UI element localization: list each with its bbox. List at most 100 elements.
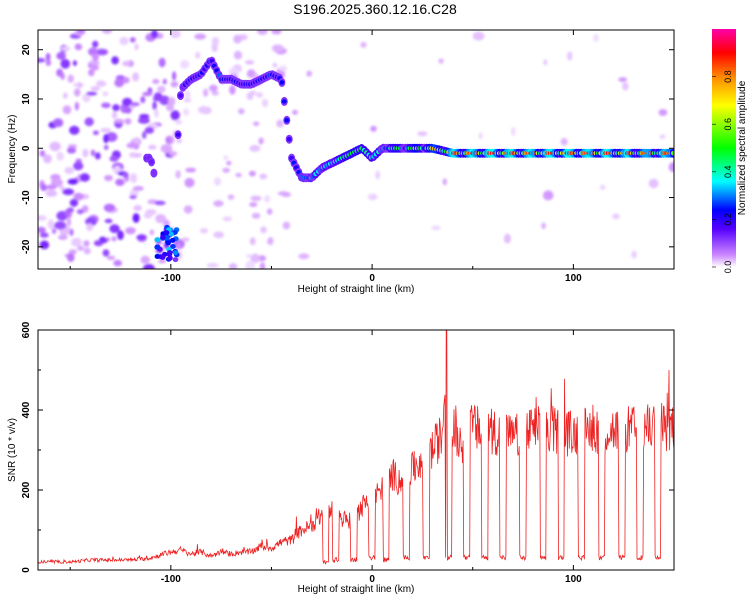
spectrogram-noise-cell: [92, 53, 99, 62]
spectrogram-noise-cell: [184, 90, 191, 100]
snr-ytick-label: 400: [21, 401, 32, 418]
spectrogram-noise-cell: [182, 108, 190, 116]
spectrogram-noise-cell: [50, 178, 63, 188]
spectrogram-noise-cell: [51, 228, 57, 235]
spectrogram-noise-cell: [195, 51, 201, 59]
spectrogram-ridge-cell: [169, 237, 176, 243]
spectrogram-noise-cell: [198, 106, 209, 114]
spectrogram-noise-cell: [64, 167, 75, 174]
spectrogram-xtick-label: 0: [369, 273, 375, 284]
spectrogram-noise-cell: [45, 184, 57, 190]
spectrogram-noise-cell: [222, 216, 233, 222]
spectrogram-noise-cell: [282, 221, 291, 230]
spectrogram-noise-cell: [73, 161, 84, 171]
spectrogram-ytick-label: -20: [21, 239, 32, 254]
spectrogram-noise-cell: [214, 177, 222, 186]
spectrogram-noise-cell: [478, 132, 483, 139]
spectrogram-noise-cell: [66, 207, 74, 213]
spectrogram-noise-cell: [245, 253, 252, 258]
spectrogram-noise-cell: [442, 178, 447, 186]
spectrogram-noise-cell: [111, 236, 117, 242]
spectrogram-noise-cell: [56, 151, 64, 161]
spectrogram-noise-cell: [45, 189, 58, 197]
spectrogram-ridge-cell: [281, 99, 287, 104]
spectrogram-ridge-cell: [160, 234, 166, 240]
spectrogram-noise-cell: [60, 59, 71, 69]
spectrogram-noise-cell: [276, 119, 284, 128]
spectrogram-noise-cell: [84, 117, 94, 127]
spectrogram-ridge-cell: [279, 80, 285, 85]
spectrogram-noise-cell: [101, 30, 113, 34]
spectrogram-noise-cell: [157, 85, 166, 93]
spectrogram-noise-cell: [103, 203, 116, 212]
spectrogram-noise-cell: [154, 108, 159, 118]
spectrogram-noise-cell: [238, 108, 245, 115]
colorbar-tick-label: 0.8: [723, 70, 733, 83]
spectrogram-noise-cell: [170, 30, 181, 39]
spectrogram-noise-cell: [211, 37, 219, 46]
spectrogram-noise-cell: [129, 152, 137, 158]
spectrogram-ytick-label: 0: [21, 145, 32, 151]
spectrogram-noise-cell: [92, 130, 99, 136]
spectrogram-noise-cell: [49, 141, 61, 152]
spectrogram-noise-cell: [112, 104, 120, 112]
spectrogram-noise-cell: [63, 92, 68, 99]
spectrogram-noise-cell: [375, 170, 381, 180]
spectrogram-noise-cell: [122, 60, 131, 67]
spectrogram-noise-cell: [95, 80, 107, 87]
spectrogram-noise-cell: [62, 188, 75, 196]
spectrogram-noise-cell: [66, 147, 77, 154]
spectrogram-ridge-cell: [172, 257, 179, 263]
spectrogram-noise-cell: [40, 184, 48, 192]
spectrogram-noise-cell: [612, 213, 620, 220]
spectrogram-noise-cell: [54, 221, 67, 230]
spectrogram-noise-cell: [129, 195, 137, 199]
spectrogram-noise-cell: [183, 98, 192, 103]
spectrogram-ridge-cell: [168, 231, 174, 237]
spectrogram-ridge-cell: [670, 151, 674, 156]
spectrogram-noise-cell: [264, 195, 271, 203]
spectrogram-cells: [38, 30, 674, 269]
spectrogram-noise-cell: [56, 51, 66, 60]
spectrogram-noise-cell: [73, 192, 84, 201]
spectrogram-noise-cell: [138, 117, 150, 124]
spectrogram-noise-cell: [86, 223, 93, 232]
spectrogram-noise-cell: [542, 190, 554, 201]
spectrogram-noise-cell: [134, 43, 139, 51]
spectrogram-noise-cell: [251, 212, 261, 219]
spectrogram-noise-cell: [199, 228, 209, 234]
spectrogram-noise-cell: [60, 72, 65, 80]
spectrogram-noise-cell: [73, 88, 81, 97]
spectrogram-noise-cell: [155, 214, 167, 224]
colorbar-label: Normalized spectral amplitude: [737, 80, 748, 215]
spectrogram-noise-cell: [69, 228, 74, 236]
snr-xtick-label: 0: [369, 574, 375, 585]
spectrogram-noise-cell: [69, 125, 80, 135]
snr-ytick-label: 200: [21, 481, 32, 498]
spectrogram-noise-cell: [45, 53, 51, 61]
spectrogram-noise-cell: [166, 136, 171, 144]
spectrogram-noise-cell: [279, 65, 288, 72]
spectrogram-noise-cell: [92, 40, 99, 48]
spectrogram-noise-cell: [103, 144, 109, 151]
spectrogram-noise-cell: [74, 101, 80, 111]
spectrogram-noise-cell: [142, 131, 147, 139]
spectrogram-noise-cell: [249, 237, 256, 246]
spectrogram-noise-cell: [67, 253, 75, 262]
spectrogram-ridge: [143, 56, 674, 263]
spectrogram-noise-cell: [96, 48, 108, 56]
spectrogram-noise-cell: [360, 41, 367, 48]
spectrogram-ridge-cell: [167, 255, 173, 261]
spectrogram-noise-cell: [223, 155, 229, 161]
spectrogram-noise-cell: [38, 215, 47, 221]
spectrogram-noise-cell: [112, 111, 118, 119]
spectrogram-ytick-label: 20: [21, 44, 32, 56]
spectrogram-noise-cell: [61, 46, 71, 51]
spectrogram-noise-cell: [106, 255, 116, 260]
snr-xlabel: Height of straight line (km): [298, 584, 415, 595]
spectrogram-noise-cell: [79, 173, 90, 182]
spectrogram-noise-cell: [53, 118, 64, 127]
spectrogram-noise-cell: [261, 98, 269, 108]
spectrogram-noise-cell: [76, 209, 84, 215]
